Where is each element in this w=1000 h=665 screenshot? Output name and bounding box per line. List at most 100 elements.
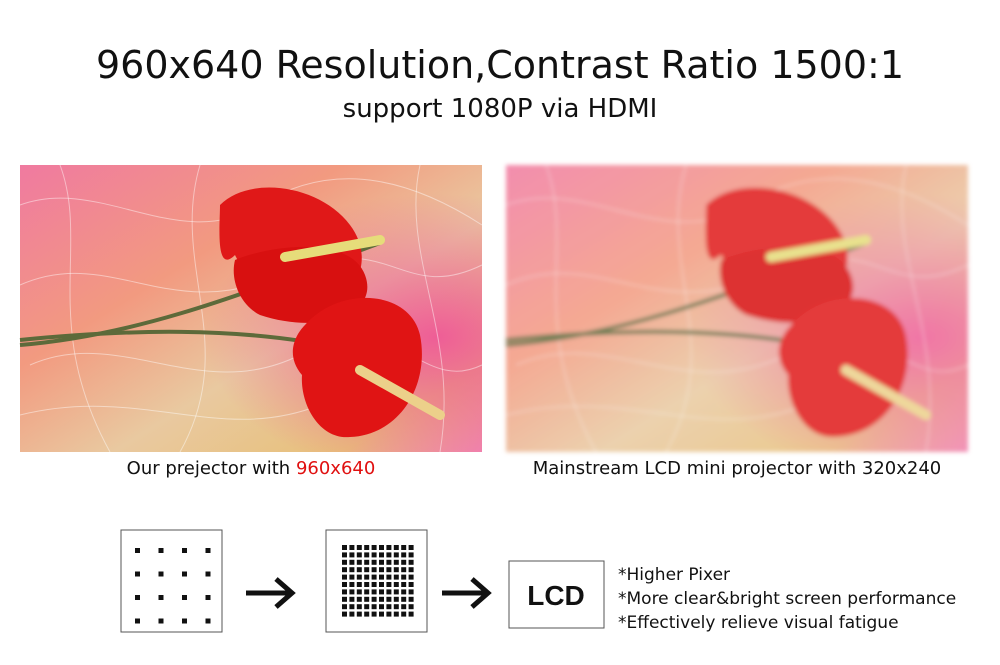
dot bbox=[401, 567, 407, 573]
dot bbox=[393, 545, 399, 550]
caption: Our prejector with 960x640 bbox=[127, 458, 376, 479]
dot bbox=[356, 545, 362, 550]
dot bbox=[393, 604, 399, 610]
dot bbox=[205, 548, 211, 553]
dot bbox=[356, 589, 362, 595]
dot bbox=[349, 559, 355, 565]
dot bbox=[379, 596, 384, 602]
dot bbox=[401, 604, 407, 610]
dot bbox=[182, 595, 187, 600]
dot bbox=[342, 567, 347, 573]
dot bbox=[342, 611, 347, 617]
dot bbox=[408, 552, 414, 558]
dot bbox=[364, 552, 370, 558]
dot bbox=[356, 574, 362, 580]
dot bbox=[356, 582, 362, 587]
dot bbox=[349, 574, 355, 580]
dot bbox=[349, 552, 355, 558]
dot bbox=[379, 545, 384, 550]
dot bbox=[379, 604, 384, 610]
dot bbox=[386, 559, 392, 565]
dot bbox=[364, 559, 370, 565]
dot bbox=[349, 611, 355, 617]
dot bbox=[401, 574, 407, 580]
dot bbox=[342, 596, 347, 602]
sharp-photo bbox=[20, 165, 482, 452]
dot bbox=[182, 618, 187, 624]
dot bbox=[386, 582, 392, 587]
dot bbox=[342, 589, 347, 595]
note: *Effectively relieve visual fatigue bbox=[618, 613, 899, 633]
dot bbox=[386, 611, 392, 617]
dot bbox=[342, 604, 347, 610]
dot bbox=[349, 596, 355, 602]
dot bbox=[342, 574, 347, 580]
lcd-label: LCD bbox=[527, 580, 585, 611]
dot bbox=[393, 567, 399, 573]
dot bbox=[393, 574, 399, 580]
dot bbox=[408, 589, 414, 595]
dot bbox=[379, 552, 384, 558]
dot bbox=[364, 589, 370, 595]
dot bbox=[371, 559, 377, 565]
dot bbox=[386, 545, 392, 550]
dot bbox=[364, 604, 370, 610]
caption-text: Our prejector with bbox=[127, 458, 291, 479]
dot bbox=[349, 589, 355, 595]
dot bbox=[386, 604, 392, 610]
dot bbox=[379, 582, 384, 587]
dot bbox=[342, 552, 347, 558]
dot bbox=[401, 582, 407, 587]
dot bbox=[371, 545, 377, 550]
dot bbox=[408, 596, 414, 602]
dot bbox=[379, 559, 384, 565]
dot bbox=[356, 611, 362, 617]
dot bbox=[135, 571, 140, 577]
dot bbox=[379, 574, 384, 580]
dot bbox=[401, 552, 407, 558]
dot bbox=[342, 545, 347, 550]
dot bbox=[408, 559, 414, 565]
dot bbox=[401, 596, 407, 602]
dot bbox=[205, 595, 211, 600]
dot bbox=[349, 582, 355, 587]
dot bbox=[356, 604, 362, 610]
dot bbox=[379, 567, 384, 573]
caption: Mainstream LCD mini projector with 320x2… bbox=[533, 458, 942, 479]
subtitle: support 1080P via HDMI bbox=[343, 94, 658, 124]
dot bbox=[205, 571, 211, 577]
dot bbox=[364, 567, 370, 573]
dot bbox=[371, 567, 377, 573]
dot bbox=[158, 548, 164, 553]
dot bbox=[135, 595, 140, 600]
dot bbox=[393, 582, 399, 587]
dot bbox=[386, 596, 392, 602]
dot bbox=[408, 545, 414, 550]
dot-grid bbox=[135, 548, 211, 624]
dot bbox=[364, 574, 370, 580]
dot bbox=[379, 589, 384, 595]
note: *More clear&bright screen performance bbox=[618, 589, 956, 609]
dot bbox=[393, 596, 399, 602]
blurry-photo bbox=[506, 165, 968, 452]
dot bbox=[349, 604, 355, 610]
dot-grid bbox=[342, 545, 414, 617]
dot bbox=[364, 611, 370, 617]
dot bbox=[158, 618, 164, 624]
note: *Higher Pixer bbox=[618, 565, 730, 585]
dot bbox=[386, 567, 392, 573]
dot bbox=[379, 611, 384, 617]
dot bbox=[371, 582, 377, 587]
dot bbox=[371, 604, 377, 610]
dot bbox=[371, 589, 377, 595]
dot bbox=[401, 545, 407, 550]
dot bbox=[364, 596, 370, 602]
dot bbox=[371, 574, 377, 580]
dot bbox=[401, 611, 407, 617]
lcd-box bbox=[508, 560, 605, 629]
dot-box bbox=[120, 529, 223, 633]
caption-highlight: 960x640 bbox=[296, 458, 375, 479]
dot bbox=[342, 582, 347, 587]
dot bbox=[205, 618, 211, 624]
